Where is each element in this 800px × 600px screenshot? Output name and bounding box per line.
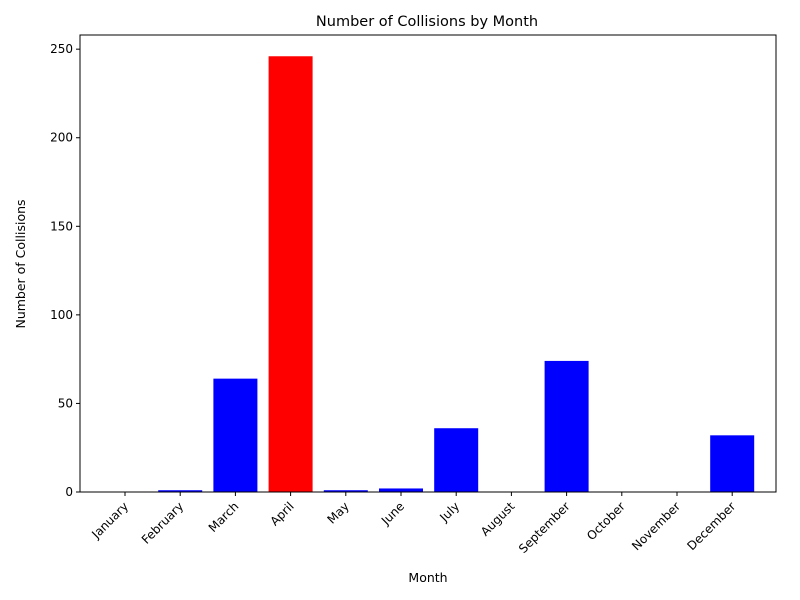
chart-title: Number of Collisions by Month: [316, 14, 538, 30]
bars-group: [158, 56, 755, 492]
plot-frame: [79, 34, 777, 493]
y-tick-label-200: 200: [50, 131, 73, 145]
x-tick-label-may: May: [324, 499, 351, 526]
y-tick-label-50: 50: [58, 396, 73, 410]
bar-september: [544, 360, 589, 492]
y-tick-label-150: 150: [50, 219, 73, 233]
x-tick-label-november: November: [629, 499, 683, 553]
x-tick-label-march: March: [206, 499, 242, 535]
x-tick-label-september: September: [516, 499, 573, 556]
y-tick-label-0: 0: [65, 485, 73, 499]
y-axis-ticks: 0 50 100 150 200 250: [50, 42, 80, 499]
y-tick-label-100: 100: [50, 308, 73, 322]
bar-april: [268, 56, 313, 492]
x-tick-label-august: August: [478, 499, 518, 539]
x-tick-label-october: October: [584, 499, 628, 543]
x-axis-label: Month: [408, 570, 447, 585]
bar-december: [710, 435, 755, 492]
x-tick-label-january: January: [88, 499, 131, 542]
bar-march: [213, 378, 258, 492]
x-tick-label-april: April: [267, 499, 296, 528]
bar-july: [434, 428, 479, 492]
x-axis-ticks: January February March April May June July Augu…: [88, 492, 738, 556]
x-tick-label-july: July: [436, 499, 462, 525]
y-tick-label-250: 250: [50, 42, 73, 56]
x-tick-label-december: December: [684, 499, 738, 553]
bar-february: [158, 490, 203, 492]
bar-may: [323, 490, 368, 492]
bar-june: [379, 488, 423, 492]
x-tick-label-february: February: [139, 499, 187, 547]
y-axis-label: Number of Collisions: [13, 199, 28, 328]
x-tick-label-june: June: [378, 499, 407, 528]
